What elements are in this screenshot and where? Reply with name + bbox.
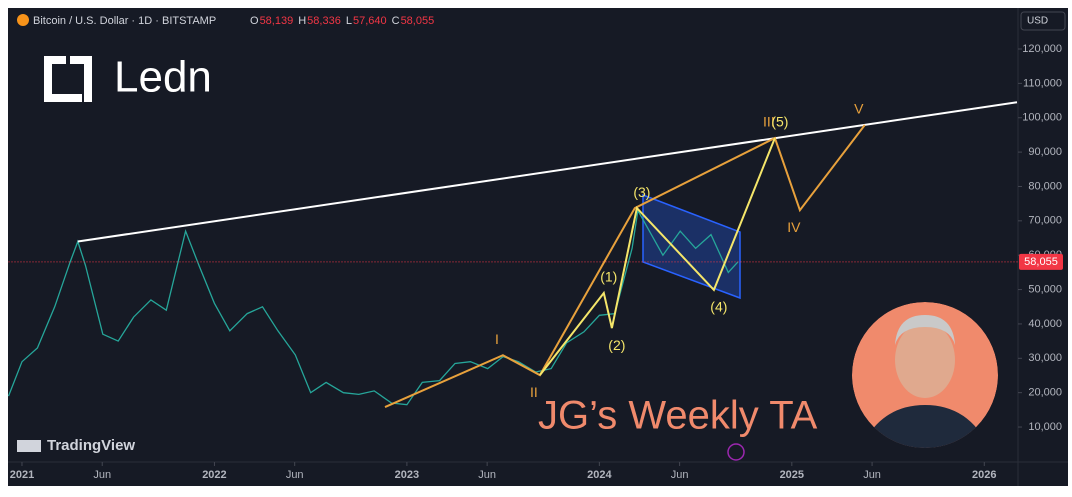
wave-label: V: [854, 101, 864, 117]
y-tick-label: 70,000: [1028, 215, 1062, 227]
wave-label: III: [763, 114, 775, 130]
currency: USD: [1027, 16, 1048, 27]
ohlc-value: 58,336: [307, 15, 341, 27]
trendline: [77, 101, 1018, 243]
y-tick-label: 50,000: [1028, 283, 1062, 295]
ohlc-value: 58,055: [401, 15, 435, 27]
brand: Ledn: [114, 53, 212, 102]
ohlc-key: C: [392, 15, 400, 27]
ohlc-value: 58,139: [260, 15, 294, 27]
ledn-logo: [44, 56, 92, 102]
x-tick-label: 2021: [10, 469, 34, 481]
event-icon[interactable]: [727, 443, 745, 461]
ohlc: O 58,139 H 58,336 L 57,640 C 58,055: [250, 15, 434, 27]
x-tick-label: Jun: [93, 469, 111, 481]
watermark: TradingView: [47, 437, 135, 454]
y-tick-label: 120,000: [1022, 43, 1062, 55]
currency-button[interactable]: [1020, 11, 1066, 31]
y-tick-label: 80,000: [1028, 180, 1062, 192]
wave-label: (4): [710, 299, 727, 315]
ohlc-key: H: [298, 15, 306, 27]
x-tick-label: Jun: [671, 469, 689, 481]
x-tick-label: Jun: [478, 469, 496, 481]
x-tick-label: 2022: [202, 469, 226, 481]
x-tick-label: 2026: [972, 469, 996, 481]
coin-icon: [17, 14, 29, 26]
y-tick-label: 40,000: [1028, 318, 1062, 330]
y-tick-label: 30,000: [1028, 352, 1062, 364]
y-tick-label: 20,000: [1028, 387, 1062, 399]
y-tick-label: 100,000: [1022, 112, 1062, 124]
wave-label: (2): [608, 337, 625, 353]
wave-label: (5): [771, 114, 788, 130]
y-tick-label: 110,000: [1023, 77, 1062, 89]
wave-label: (1): [600, 269, 617, 285]
wave-label: IV: [787, 219, 801, 235]
chart-title: Bitcoin / U.S. Dollar · 1D · BITSTAMP: [33, 15, 216, 27]
price-line: [7, 208, 739, 406]
x-tick-label: 2023: [395, 469, 419, 481]
wave-path: [384, 124, 866, 409]
y-tick-label: 90,000: [1028, 146, 1062, 158]
channel: [642, 193, 741, 300]
x-tick-label: Jun: [863, 469, 881, 481]
last-price-box: [1019, 253, 1063, 270]
wave-path: [539, 137, 776, 376]
headline: JG’s Weekly TA: [538, 394, 818, 438]
x-tick-label: 2025: [780, 469, 804, 481]
last-price-label: 58,055: [1024, 256, 1058, 268]
tv-logo: [17, 440, 41, 452]
y-tick-label: 10,000: [1028, 421, 1062, 433]
x-tick-label: 2024: [587, 469, 612, 481]
wave-label: (3): [633, 184, 650, 200]
ohlc-key: L: [346, 15, 352, 27]
ohlc-key: O: [250, 15, 259, 27]
photo: [852, 302, 998, 448]
wave-label: II: [530, 384, 538, 400]
wave-label: I: [495, 331, 499, 347]
ohlc-value: 57,640: [353, 15, 387, 27]
x-tick-label: Jun: [286, 469, 304, 481]
